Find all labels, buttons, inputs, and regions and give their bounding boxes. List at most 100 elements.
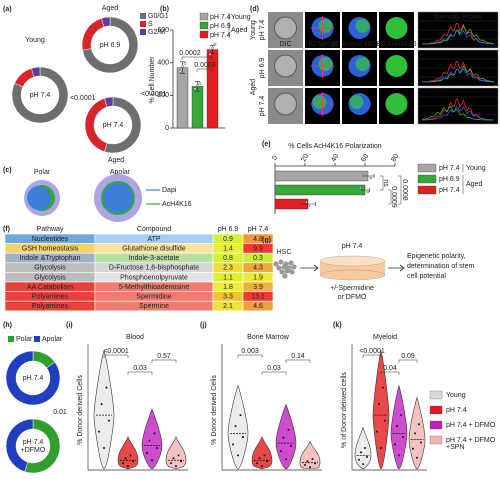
bracket	[285, 359, 311, 363]
y-axis-label: % of Donor derived cells	[341, 372, 348, 448]
donut-label: pH 7.4	[23, 375, 44, 382]
chart-title: Blood	[126, 334, 144, 341]
donut-segment	[31, 66, 41, 78]
outcome-label: determination of stem	[407, 263, 474, 270]
table-text: Spermidine	[136, 294, 172, 301]
cell-image	[274, 54, 297, 78]
data-point	[108, 419, 110, 422]
cell-image	[318, 57, 333, 71]
legend-label: pH 6.9	[210, 23, 231, 30]
table-text: Polyamines	[32, 294, 69, 301]
diagram-title: Polar	[34, 169, 51, 176]
heat-cell	[242, 300, 274, 312]
data-point	[396, 425, 398, 428]
data-point	[213, 42, 217, 46]
arrow	[300, 264, 319, 272]
legend-swatch	[417, 185, 437, 195]
data-point	[100, 403, 103, 406]
bracket	[261, 371, 287, 375]
x-tick-label: 80	[390, 153, 400, 163]
table-text: Glycolysis	[34, 265, 66, 272]
legend-swatch	[429, 390, 443, 400]
arrow	[388, 264, 405, 272]
cell-dot	[284, 268, 290, 274]
group-label: Aged	[108, 157, 124, 164]
x-tick-label: 40	[330, 153, 340, 163]
data-point	[148, 439, 151, 442]
legend-label: pH 7.4 + DFMO	[446, 437, 496, 444]
table-text: 4.3	[253, 265, 263, 272]
data-point	[380, 447, 382, 450]
legend-swatch	[429, 435, 443, 445]
column-header: DIC	[279, 41, 291, 48]
p-value: <0.0001	[359, 348, 385, 355]
data-point	[122, 462, 124, 465]
data-point	[211, 46, 214, 50]
group-label: Aged	[102, 5, 118, 12]
group-label: Young	[25, 37, 45, 44]
donut-label: pH 6.9	[100, 42, 121, 49]
table-header: pH 6.9	[218, 226, 239, 233]
donut-label: pH 7.4	[23, 439, 44, 446]
panel-letter: (a)	[3, 6, 12, 13]
table-text: 1.1	[223, 274, 233, 281]
table-text: Phosphoenolpyruvate	[120, 274, 188, 281]
y-axis-label: % Donor derived Cells	[77, 375, 84, 445]
violin	[227, 384, 249, 470]
data-point	[175, 465, 177, 468]
data-point	[266, 460, 268, 463]
data-point	[180, 460, 182, 463]
violin	[141, 408, 163, 470]
legend-label: G0/G1	[148, 13, 169, 20]
table-text: Spermine	[139, 303, 169, 310]
panel-letter: (e)	[262, 141, 271, 148]
legend-group: Aged	[466, 181, 482, 188]
donut-segment	[11, 66, 69, 124]
data-point	[172, 457, 175, 460]
data-point	[178, 69, 182, 73]
legend-swatch	[140, 13, 146, 19]
data-point	[103, 447, 105, 450]
data-point	[400, 414, 402, 417]
table-text: 9.9	[253, 246, 263, 253]
data-point	[183, 62, 187, 65]
table-text: AA Catabolism	[27, 284, 73, 291]
bar	[274, 184, 366, 196]
violin	[165, 435, 187, 470]
panel-letter: (h)	[3, 322, 12, 329]
table-text: 1.9	[253, 274, 263, 281]
data-point	[196, 84, 199, 87]
culture-top	[319, 255, 386, 267]
chart-title: Bone Marrow	[247, 334, 290, 341]
profile-trace	[421, 25, 495, 45]
legend-label: pH 7.4	[439, 165, 460, 172]
legend-label: Polar	[16, 336, 33, 343]
column-header: Intensity Profile	[434, 14, 482, 21]
data-point	[369, 176, 372, 180]
p-value: 0.003	[241, 348, 259, 355]
legend-label: pH 6.9	[439, 176, 460, 183]
cell-image	[385, 55, 408, 77]
donut-segment	[14, 68, 35, 88]
table-text: 3.9	[253, 284, 263, 291]
row-label: pH 6.9	[259, 58, 266, 79]
data-point	[282, 436, 285, 439]
data-point	[311, 458, 314, 461]
data-point	[127, 465, 129, 468]
data-point	[242, 436, 244, 439]
data-point	[98, 430, 100, 433]
cell-dot	[288, 260, 294, 266]
data-point	[193, 87, 197, 91]
cell-image	[349, 95, 364, 109]
data-point	[384, 419, 386, 422]
data-point	[153, 432, 156, 435]
donut-segment	[104, 96, 114, 108]
chart-title: Myeloid	[373, 334, 397, 341]
column-header: 3D AcH4K16	[376, 41, 416, 48]
cell-image	[274, 92, 297, 116]
legend-group: Young	[231, 14, 251, 21]
bracket	[127, 371, 153, 375]
legend-label: Apolar	[42, 336, 63, 343]
p-value: 0.14	[291, 353, 305, 360]
legend-label: G2/M	[148, 29, 165, 36]
